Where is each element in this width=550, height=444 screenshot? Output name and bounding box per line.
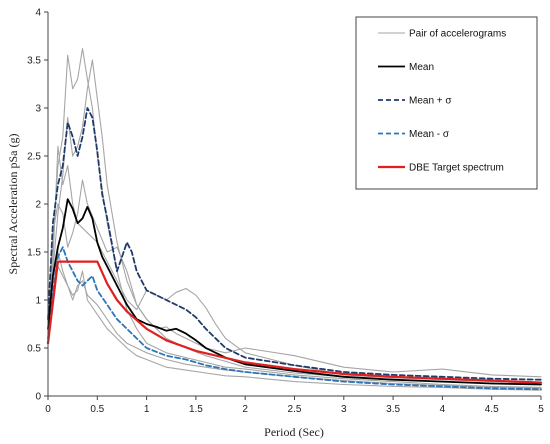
accelerogram-line-6 [47, 251, 542, 391]
x-tick-label: 1 [144, 404, 150, 415]
x-tick-label: 3 [341, 404, 347, 415]
mean-sigma-line [47, 246, 542, 391]
y-tick-label: 2.5 [27, 152, 41, 163]
x-tick-label: 5 [538, 404, 544, 415]
accelerogram-line-4 [47, 179, 542, 378]
y-tick-label: 0.5 [27, 344, 41, 355]
x-tick-label: 2 [242, 404, 248, 415]
x-tick-label: 0 [45, 404, 51, 415]
x-tick-label: 4.5 [485, 404, 499, 415]
legend-label-mean-sigma: Mean - σ [409, 129, 450, 140]
y-axis-title: Spectral Acceleration pSa (g) [6, 134, 20, 275]
accelerogram-line-1 [47, 47, 542, 388]
x-tick-label: 3.5 [386, 404, 400, 415]
legend-label-pair-of-accelerograms: Pair of accelerograms [409, 29, 506, 40]
y-tick-label: 0 [35, 392, 41, 403]
y-tick-label: 1.5 [27, 248, 41, 259]
y-tick-label: 2 [35, 200, 41, 211]
x-tick-label: 2.5 [288, 404, 302, 415]
y-tick-label: 3 [35, 104, 41, 115]
x-axis-title: Period (Sec) [264, 425, 324, 439]
ticks-layer: 0 0.5 1 1.5 2 2.5 3 3.5 4 4.5 5 0 0.5 1 1.5 2 2.5 3 3.5 4 [27, 8, 544, 416]
legend: Pair of accelerograms Mean Mean + σ Mean - … [355, 16, 538, 190]
legend-items: Pair of accelerograms Mean Mean + σ Mean - … [378, 29, 506, 174]
x-tick-label: 1.5 [189, 404, 203, 415]
y-tick-label: 3.5 [27, 56, 41, 67]
series-layer [46, 47, 543, 391]
legend-label-mean: Mean [409, 62, 434, 73]
y-tick-label: 1 [35, 296, 41, 307]
dbe-target-spectrum-line [46, 260, 543, 384]
x-tick-label: 0.5 [90, 404, 104, 415]
legend-label-dbe-target-spectrum: DBE Target spectrum [409, 163, 504, 174]
legend-box [355, 16, 538, 190]
accelerogram-line-2 [47, 59, 542, 386]
x-tick-label: 4 [440, 404, 446, 415]
y-tick-label: 4 [35, 8, 41, 19]
legend-label-mean-sigma: Mean + σ [409, 96, 452, 107]
mean-sigma-line [47, 107, 542, 381]
accelerogram-line-3 [47, 145, 542, 385]
